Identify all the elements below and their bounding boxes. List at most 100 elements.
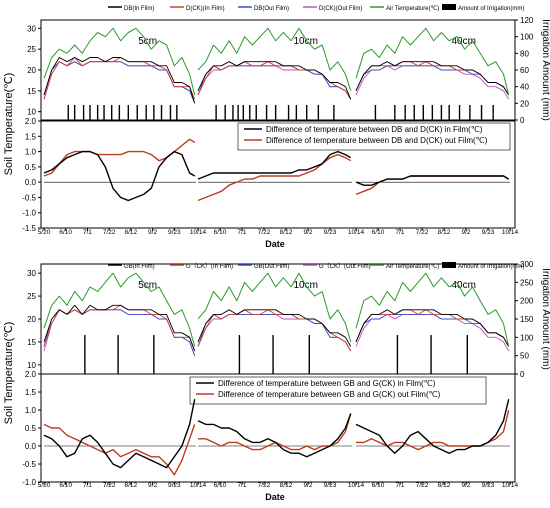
diff-line [43, 423, 196, 476]
x-tick-label: 6/10 [372, 482, 385, 489]
y-tick-label: 25 [27, 45, 36, 54]
x-tick-label: 10/14 [348, 229, 365, 236]
x-tick-label: 6/10 [59, 482, 72, 489]
depth-label: 40cm [451, 36, 475, 47]
y-tick-label: 20 [27, 66, 36, 75]
y2-tick-label: 20 [520, 99, 529, 108]
y-tick-label: -1.0 [22, 209, 36, 218]
x-tick-label: 8/12 [280, 482, 293, 489]
legend-entry: G（CK）(In Film) [186, 263, 233, 270]
x-tick-label: 6/10 [214, 482, 227, 489]
legend-swatch [442, 4, 456, 10]
y2-tick-label: 0 [520, 370, 525, 379]
x-tick-label: 10/14 [502, 229, 519, 236]
y2-axis-title: Irrigation Amount (mm) [540, 19, 550, 121]
legend-entry: D(CK)(Out Film) [319, 6, 362, 12]
y-tick-label: 10 [27, 108, 36, 117]
y-axis-title: Soil Temperature(℃) [3, 322, 15, 425]
y-tick-label: 30 [27, 269, 36, 278]
y-tick-label: 1.0 [25, 406, 37, 415]
legend-entry: Difference of temperature between DB and… [266, 136, 488, 145]
y2-axis-title: Irrigation Amount (mm) [540, 268, 550, 370]
legend-entry: DB(Out Film) [254, 6, 289, 12]
y-tick-label: -1.0 [22, 478, 36, 487]
x-tick-label: 9/2 [303, 482, 312, 489]
y-tick-label: 0.5 [25, 424, 37, 433]
diff-legend-box [189, 376, 487, 405]
legend-entry: Difference of temperature between DB and… [266, 125, 483, 134]
series-line [355, 272, 510, 347]
x-tick-label: 7/1 [395, 229, 404, 236]
y-tick-label: 0.0 [25, 178, 37, 187]
y2-tick-label: 60 [520, 66, 529, 75]
x-tick-label: 6/10 [214, 229, 227, 236]
x-tick-label: 9/2 [148, 229, 157, 236]
x-tick-label: 9/23 [482, 482, 495, 489]
y2-tick-label: 120 [520, 16, 534, 25]
x-tick-label: 7/22 [416, 229, 429, 236]
series-line [355, 313, 510, 352]
series-line [197, 65, 352, 100]
y2-tick-label: 50 [520, 352, 529, 361]
y2-tick-label: 200 [520, 297, 534, 306]
y2-tick-label: 100 [520, 333, 534, 342]
y2-tick-label: 0 [520, 116, 525, 125]
y-tick-label: -0.5 [22, 193, 36, 202]
x-tick-label: 7/22 [416, 482, 429, 489]
x-tick-label: 10/14 [348, 482, 365, 489]
series-line [355, 65, 510, 100]
series-line [355, 27, 510, 96]
legend-entry: Air Temperature(℃) [386, 264, 439, 270]
legend-entry: Amount of Irrigation(mm) [458, 264, 524, 270]
x-tick-label: 9/23 [324, 229, 337, 236]
y2-tick-label: 250 [520, 278, 534, 287]
y-tick-label: 2.0 [25, 117, 37, 126]
legend-entry: GB(Out Film) [254, 264, 289, 270]
x-axis-title: Date [265, 239, 285, 249]
y-tick-label: 1.0 [25, 148, 37, 157]
x-tick-label: 9/2 [461, 482, 470, 489]
x-tick-label: 8/12 [280, 229, 293, 236]
y2-tick-label: 40 [520, 83, 529, 92]
series-line [197, 61, 352, 100]
x-tick-label: 9/2 [303, 229, 312, 236]
x-tick-label: 7/22 [103, 229, 116, 236]
y-tick-label: -1.5 [22, 224, 36, 233]
x-tick-label: 6/10 [372, 229, 385, 236]
x-tick-label: 5/20 [38, 482, 51, 489]
x-tick-label: 8/12 [125, 482, 138, 489]
series-line [43, 57, 196, 104]
x-tick-label: 7/22 [103, 482, 116, 489]
series-line [43, 272, 196, 347]
y-tick-label: 15 [27, 338, 36, 347]
x-tick-label: 8/12 [438, 229, 451, 236]
y-tick-label: 0.0 [25, 442, 37, 451]
legend-entry: Air Temperature(℃) [386, 6, 439, 12]
series-line [197, 313, 352, 352]
x-axis-title: Date [265, 492, 285, 502]
legend-entry: G（CK）(Out Film) [319, 263, 371, 270]
x-tick-label: 7/1 [395, 482, 404, 489]
x-tick-label: 10/14 [502, 482, 519, 489]
y-tick-label: 10 [27, 361, 36, 370]
series-line [43, 27, 196, 96]
y2-tick-label: 300 [520, 260, 534, 269]
x-tick-label: 9/23 [482, 229, 495, 236]
y-tick-label: 15 [27, 87, 36, 96]
diff-line [355, 399, 510, 454]
y-tick-label: 30 [27, 24, 36, 33]
diff-legend-box [237, 122, 511, 151]
diff-line [355, 175, 510, 186]
x-tick-label: 9/23 [168, 482, 181, 489]
x-tick-label: 9/2 [148, 482, 157, 489]
x-tick-label: 7/1 [237, 229, 246, 236]
x-tick-label: 9/23 [324, 482, 337, 489]
diff-line [197, 413, 352, 458]
diff-line [355, 175, 510, 196]
depth-label: 10cm [293, 36, 317, 47]
legend-entry: DB(In Film) [124, 6, 154, 12]
bottom-plot-frame [40, 120, 516, 229]
x-tick-label: 7/1 [237, 482, 246, 489]
legend-entry: GB(In Film) [124, 264, 155, 270]
